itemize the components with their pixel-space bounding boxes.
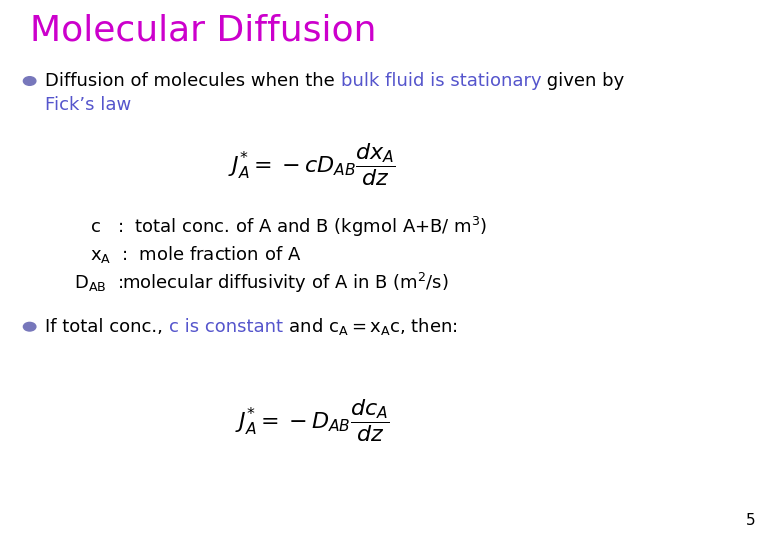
Circle shape [23,322,36,331]
Text: Fick’s law: Fick’s law [45,96,132,114]
Text: $J_{A}^{*} = -D_{AB}\dfrac{dc_{A}}{dz}$: $J_{A}^{*} = -D_{AB}\dfrac{dc_{A}}{dz}$ [235,398,389,444]
Text: c is constant: c is constant [168,318,283,336]
Text: c   :  total conc. of A and B (kgmol A+B/ m$^{3}$): c : total conc. of A and B (kgmol A+B/ m… [90,215,487,239]
Text: and $\mathrm{c_A=x_A}$c, then:: and $\mathrm{c_A=x_A}$c, then: [283,316,458,337]
Text: $J_{A}^{*} = -cD_{AB}\dfrac{dx_{A}}{dz}$: $J_{A}^{*} = -cD_{AB}\dfrac{dx_{A}}{dz}$ [228,141,396,188]
Circle shape [23,77,36,85]
Text: $\mathrm{D_{AB}}$  :molecular diffusivity of A in B (m$^{2}$/s): $\mathrm{D_{AB}}$ :molecular diffusivity… [74,271,449,295]
Text: $\mathrm{x_A}$  :  mole fraction of A: $\mathrm{x_A}$ : mole fraction of A [90,245,301,265]
Text: Molecular Diffusion: Molecular Diffusion [30,14,376,48]
Text: 5: 5 [746,513,755,528]
Text: Diffusion of molecules when the: Diffusion of molecules when the [45,72,341,90]
Text: bulk fluid is stationary: bulk fluid is stationary [341,72,541,90]
Text: If total conc.,: If total conc., [45,318,168,336]
Text: given by: given by [541,72,625,90]
